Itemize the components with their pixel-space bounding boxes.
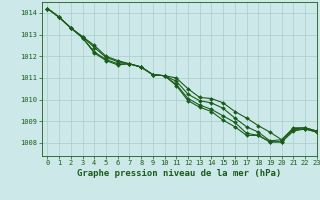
X-axis label: Graphe pression niveau de la mer (hPa): Graphe pression niveau de la mer (hPa) [77,169,281,178]
